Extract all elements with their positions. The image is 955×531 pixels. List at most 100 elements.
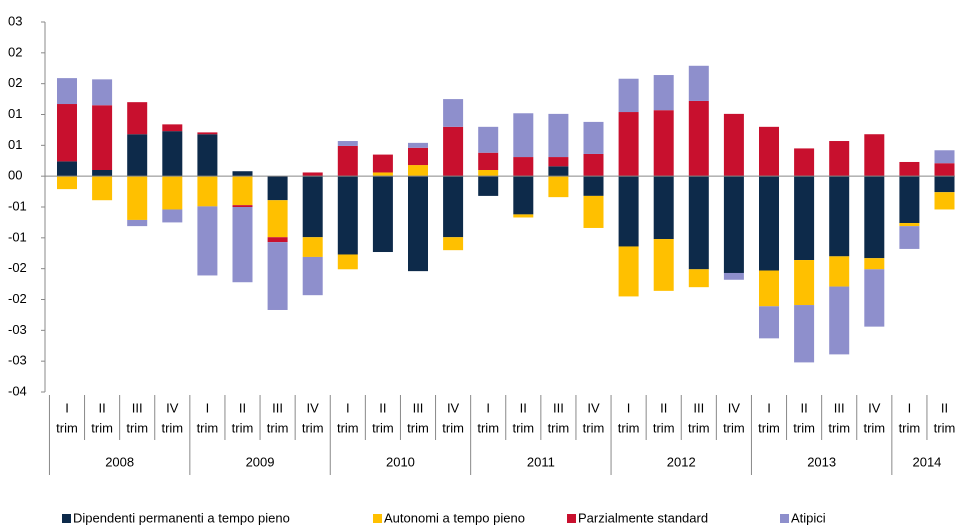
bar-segment [723,272,744,280]
bar-segment [759,306,779,339]
bar-segment [267,200,288,238]
bar-segment [794,176,815,261]
bar-segment [443,237,464,251]
x-tick-label: IV [587,400,600,415]
x-period-label: trim [899,420,921,435]
bar-segment [759,126,779,177]
bar-segment [478,170,499,177]
x-tick-label: III [693,400,704,415]
bar-segment [864,269,885,327]
x-period-label: trim [372,420,394,435]
bar-segment [197,134,218,177]
bar-segment [653,239,674,291]
bar-segment [478,176,499,196]
y-tick-label: 03 [8,13,22,28]
y-tick-label: 01 [8,106,22,121]
bar-segment [618,176,639,247]
x-period-label: trim [618,420,640,435]
bar-segment [899,161,920,177]
bar-segment [934,150,955,164]
x-tick-label: III [272,400,283,415]
bar-segment [829,286,850,355]
bar-segment [162,209,183,223]
bar-segment [513,113,534,158]
x-period-label: trim [653,420,675,435]
x-period-label: trim [758,420,780,435]
bar-segment [127,134,148,177]
x-period-label: trim [583,420,605,435]
y-tick-label: 00 [8,168,22,183]
bar-segment [829,256,850,287]
bar-segment [408,165,428,177]
bar-segment [794,260,815,306]
bar-segment [618,246,639,297]
bar-segment [443,126,464,177]
x-tick-label: I [346,400,350,415]
bar-segment [618,78,639,113]
year-label: 2009 [246,454,275,469]
bar-segment [934,163,955,177]
x-tick-label: II [520,400,527,415]
bar-segment [443,176,464,238]
legend-swatch [567,514,576,523]
bar-segment [478,152,499,170]
bar-segment [513,157,534,177]
bar-segment [408,176,428,272]
bar-segment [302,172,323,177]
bar-segment [372,176,393,253]
legend-swatch [373,514,382,523]
bar-segment [794,305,815,363]
x-period-label: trim [126,420,148,435]
bar-segment [583,176,604,196]
bar-segment [92,170,113,177]
x-period-label: trim [337,420,359,435]
bar-segment [232,207,253,283]
bar-segment [337,141,358,146]
bar-segment [899,223,920,227]
legend-swatch [780,514,789,523]
bar-segment [127,176,148,220]
bar-segment [57,176,77,190]
x-tick-label: IV [307,400,320,415]
bar-segment [57,161,77,177]
y-tick-label: -03 [8,353,27,368]
year-label: 2014 [912,454,941,469]
x-tick-label: III [132,400,143,415]
year-label: 2013 [807,454,836,469]
bar-segment [723,176,744,273]
x-period-label: trim [197,420,219,435]
bar-segment [934,192,955,210]
bar-segment [162,176,183,210]
bar-segment [864,176,885,259]
x-tick-label: II [660,400,667,415]
bar-segment [583,153,604,177]
bar-segment [934,176,955,193]
y-tick-label: -02 [8,291,27,306]
x-period-label: trim [688,420,710,435]
bar-segment [548,166,569,177]
bar-segment [337,145,358,177]
y-tick-label: 02 [8,44,22,59]
bar-segment [232,205,253,207]
bar-segment [337,176,358,255]
bar-segment [759,176,779,271]
bar-segment [443,99,464,127]
bar-segment [232,176,253,206]
bar-segment [162,124,183,132]
bar-segment [197,132,218,135]
x-tick-label: II [98,400,105,415]
bar-segment [478,126,499,153]
bar-segment [653,176,674,240]
bar-segment [337,254,358,270]
bar-segment [513,214,534,218]
x-tick-label: IV [728,400,741,415]
bar-segment [162,131,183,177]
y-tick-label: 01 [8,137,22,152]
bar-segment [302,237,323,257]
bar-segment [92,79,113,106]
bar-segment [583,195,604,228]
bar-segment [794,148,815,177]
bar-segment [618,112,639,177]
bar-segment [829,176,850,257]
